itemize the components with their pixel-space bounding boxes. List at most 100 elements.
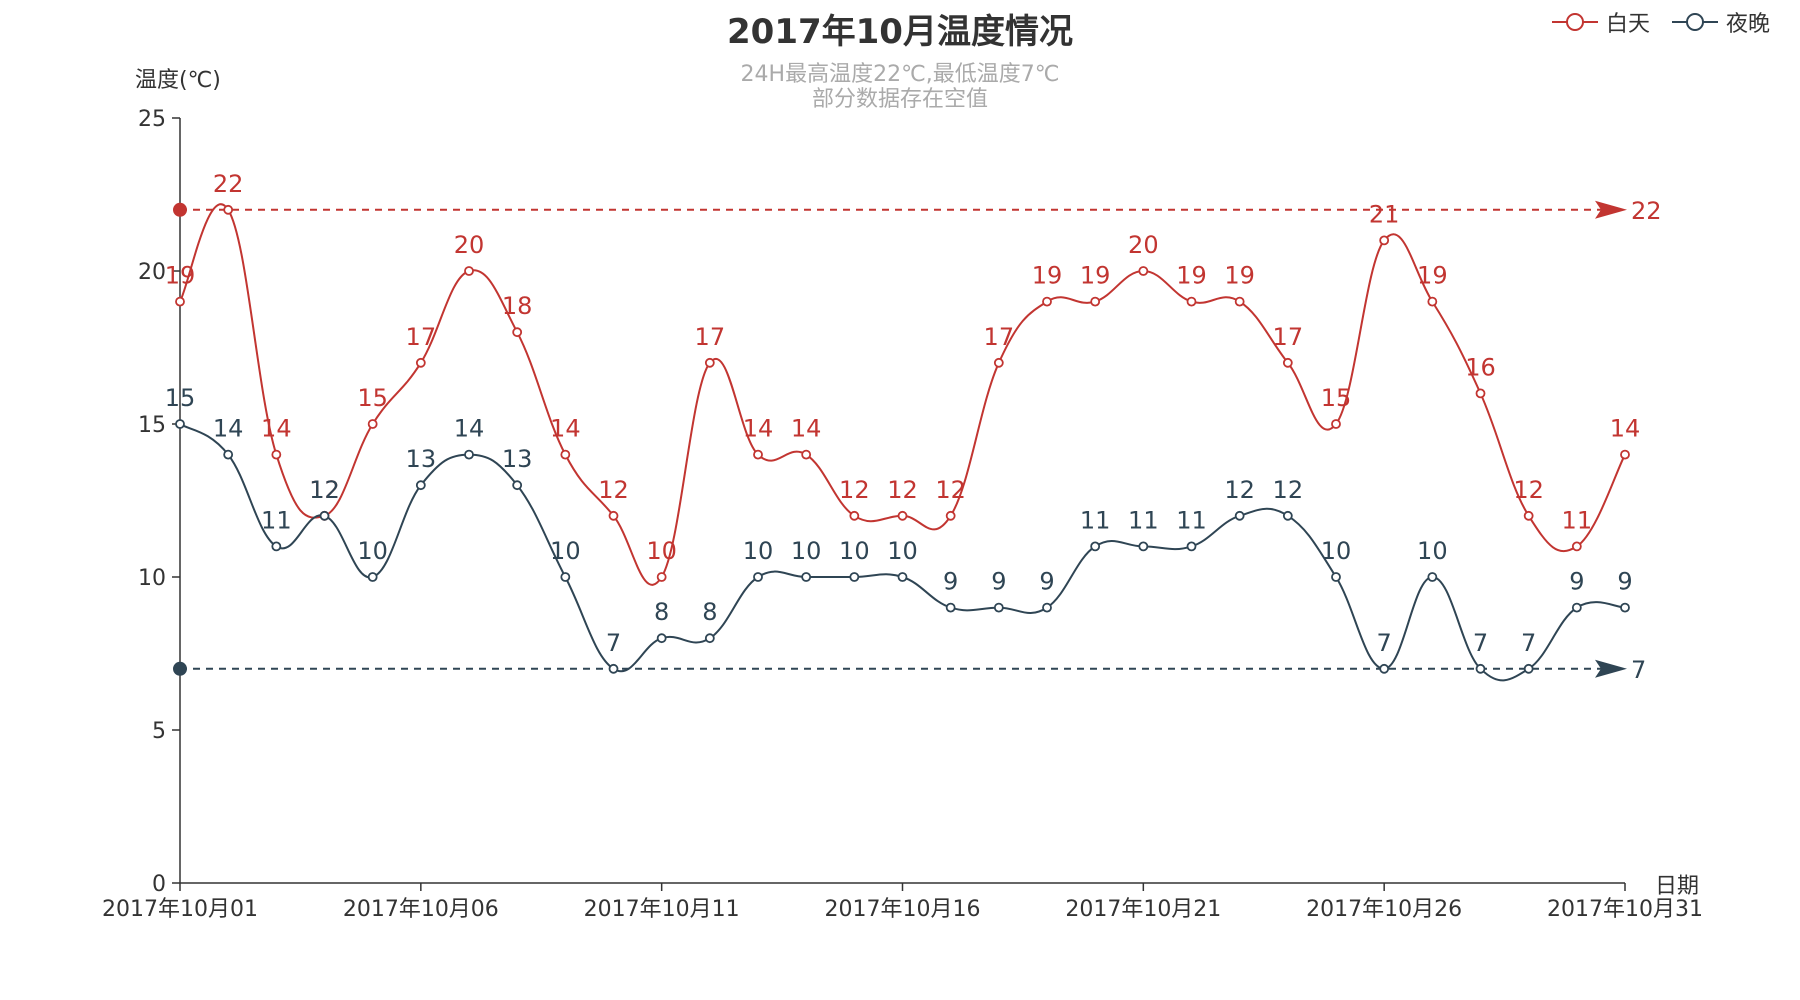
data-label: 20 xyxy=(454,231,485,259)
legend-swatch-day xyxy=(1551,13,1598,31)
data-point xyxy=(1379,663,1390,674)
data-point xyxy=(945,602,956,613)
data-label: 14 xyxy=(1610,415,1641,443)
chart-subtitle: 24H最高温度22℃,最低温度7℃ 部分数据存在空值 xyxy=(0,62,1800,112)
data-point xyxy=(1186,296,1197,307)
data-label: 9 xyxy=(991,568,1006,596)
data-label: 9 xyxy=(1569,568,1584,596)
data-point xyxy=(1379,235,1390,246)
data-point xyxy=(608,663,619,674)
data-label: 19 xyxy=(1224,262,1255,290)
data-label: 9 xyxy=(1617,568,1632,596)
y-axis-label: 温度(℃) xyxy=(135,68,221,93)
legend-item-night[interactable]: 夜晚 xyxy=(1671,6,1770,38)
legend-label-night: 夜晚 xyxy=(1725,12,1770,37)
data-point xyxy=(849,572,860,582)
x-tick-label: 2017年10月01 xyxy=(102,897,258,922)
data-point xyxy=(801,449,812,460)
data-label: 10 xyxy=(357,537,388,565)
data-point xyxy=(993,357,1004,368)
markline-start-point xyxy=(173,661,187,676)
data-label: 17 xyxy=(406,323,437,351)
data-point xyxy=(1523,510,1534,521)
data-point xyxy=(897,510,908,521)
data-label: 19 xyxy=(1176,262,1207,290)
data-point xyxy=(367,419,378,429)
data-point xyxy=(1042,602,1052,613)
legend-item-day[interactable]: 白天 xyxy=(1551,6,1650,38)
series-line xyxy=(179,423,1626,682)
data-label: 12 xyxy=(309,476,340,504)
data-point xyxy=(1475,388,1486,399)
data-point xyxy=(1620,449,1630,460)
data-label: 19 xyxy=(1417,262,1448,290)
data-label: 9 xyxy=(943,568,958,596)
data-point xyxy=(1282,510,1293,521)
data-label: 14 xyxy=(213,415,244,443)
data-point xyxy=(849,510,860,521)
data-point xyxy=(801,572,812,582)
data-label: 15 xyxy=(165,384,196,412)
data-label: 12 xyxy=(1224,476,1255,504)
data-label: 8 xyxy=(702,598,717,626)
data-label: 12 xyxy=(1513,476,1544,504)
data-label: 12 xyxy=(598,476,629,504)
data-label: 21 xyxy=(1369,200,1400,228)
x-tick-label: 2017年10月21 xyxy=(1065,897,1221,922)
data-label: 14 xyxy=(550,415,581,443)
data-point xyxy=(512,327,523,338)
data-label: 10 xyxy=(1417,537,1448,565)
x-axis-label: 日期 xyxy=(1655,874,1700,899)
data-point xyxy=(1427,296,1438,307)
data-label: 10 xyxy=(1321,537,1352,565)
y-tick-label: 25 xyxy=(138,107,166,132)
y-tick-label: 20 xyxy=(138,260,166,285)
data-label: 17 xyxy=(1273,323,1304,351)
data-label: 12 xyxy=(309,476,340,504)
data-label: 10 xyxy=(839,537,870,565)
data-point xyxy=(1523,663,1534,674)
markline-start-point xyxy=(173,202,187,217)
y-tick-label: 5 xyxy=(152,719,166,744)
data-label: 10 xyxy=(791,537,822,565)
data-point xyxy=(175,296,185,307)
data-point xyxy=(464,449,474,460)
subtitle-line-1: 24H最高温度22℃,最低温度7℃ xyxy=(740,62,1060,87)
data-label: 7 xyxy=(1377,629,1392,657)
x-tick-label: 2017年10月11 xyxy=(584,897,740,922)
data-point xyxy=(512,480,523,491)
data-point xyxy=(415,480,426,491)
x-tick-label: 2017年10月06 xyxy=(343,897,499,922)
markline-label: 7 xyxy=(1631,656,1646,684)
data-label: 8 xyxy=(654,598,669,626)
data-point xyxy=(753,449,763,460)
chart-title: 2017年10月温度情况 xyxy=(727,12,1073,52)
data-point xyxy=(1331,572,1341,582)
data-point xyxy=(1571,602,1582,613)
data-point xyxy=(704,633,715,644)
data-label: 14 xyxy=(743,415,774,443)
data-point xyxy=(1138,266,1149,276)
data-point xyxy=(1331,419,1341,429)
data-label: 12 xyxy=(839,476,870,504)
data-label: 19 xyxy=(1080,262,1111,290)
data-point xyxy=(560,572,571,582)
series-line xyxy=(179,203,1626,586)
data-point xyxy=(1234,296,1245,307)
data-label: 12 xyxy=(935,476,966,504)
data-point xyxy=(656,572,667,582)
series-day: 22 19 22 14 12 15 17 20 18 14 12 10 17 14 14 12 12 12 17 19… xyxy=(165,170,1662,586)
data-label: 13 xyxy=(406,445,437,473)
data-point xyxy=(1571,541,1582,552)
data-point xyxy=(945,510,956,521)
data-point xyxy=(560,449,571,460)
data-point xyxy=(1090,541,1101,552)
subtitle-line-2: 部分数据存在空值 xyxy=(811,87,988,112)
data-label: 7 xyxy=(1473,629,1488,657)
data-label: 15 xyxy=(357,384,388,412)
data-label: 10 xyxy=(743,537,774,565)
data-point xyxy=(1042,296,1052,307)
data-label: 9 xyxy=(1039,568,1054,596)
